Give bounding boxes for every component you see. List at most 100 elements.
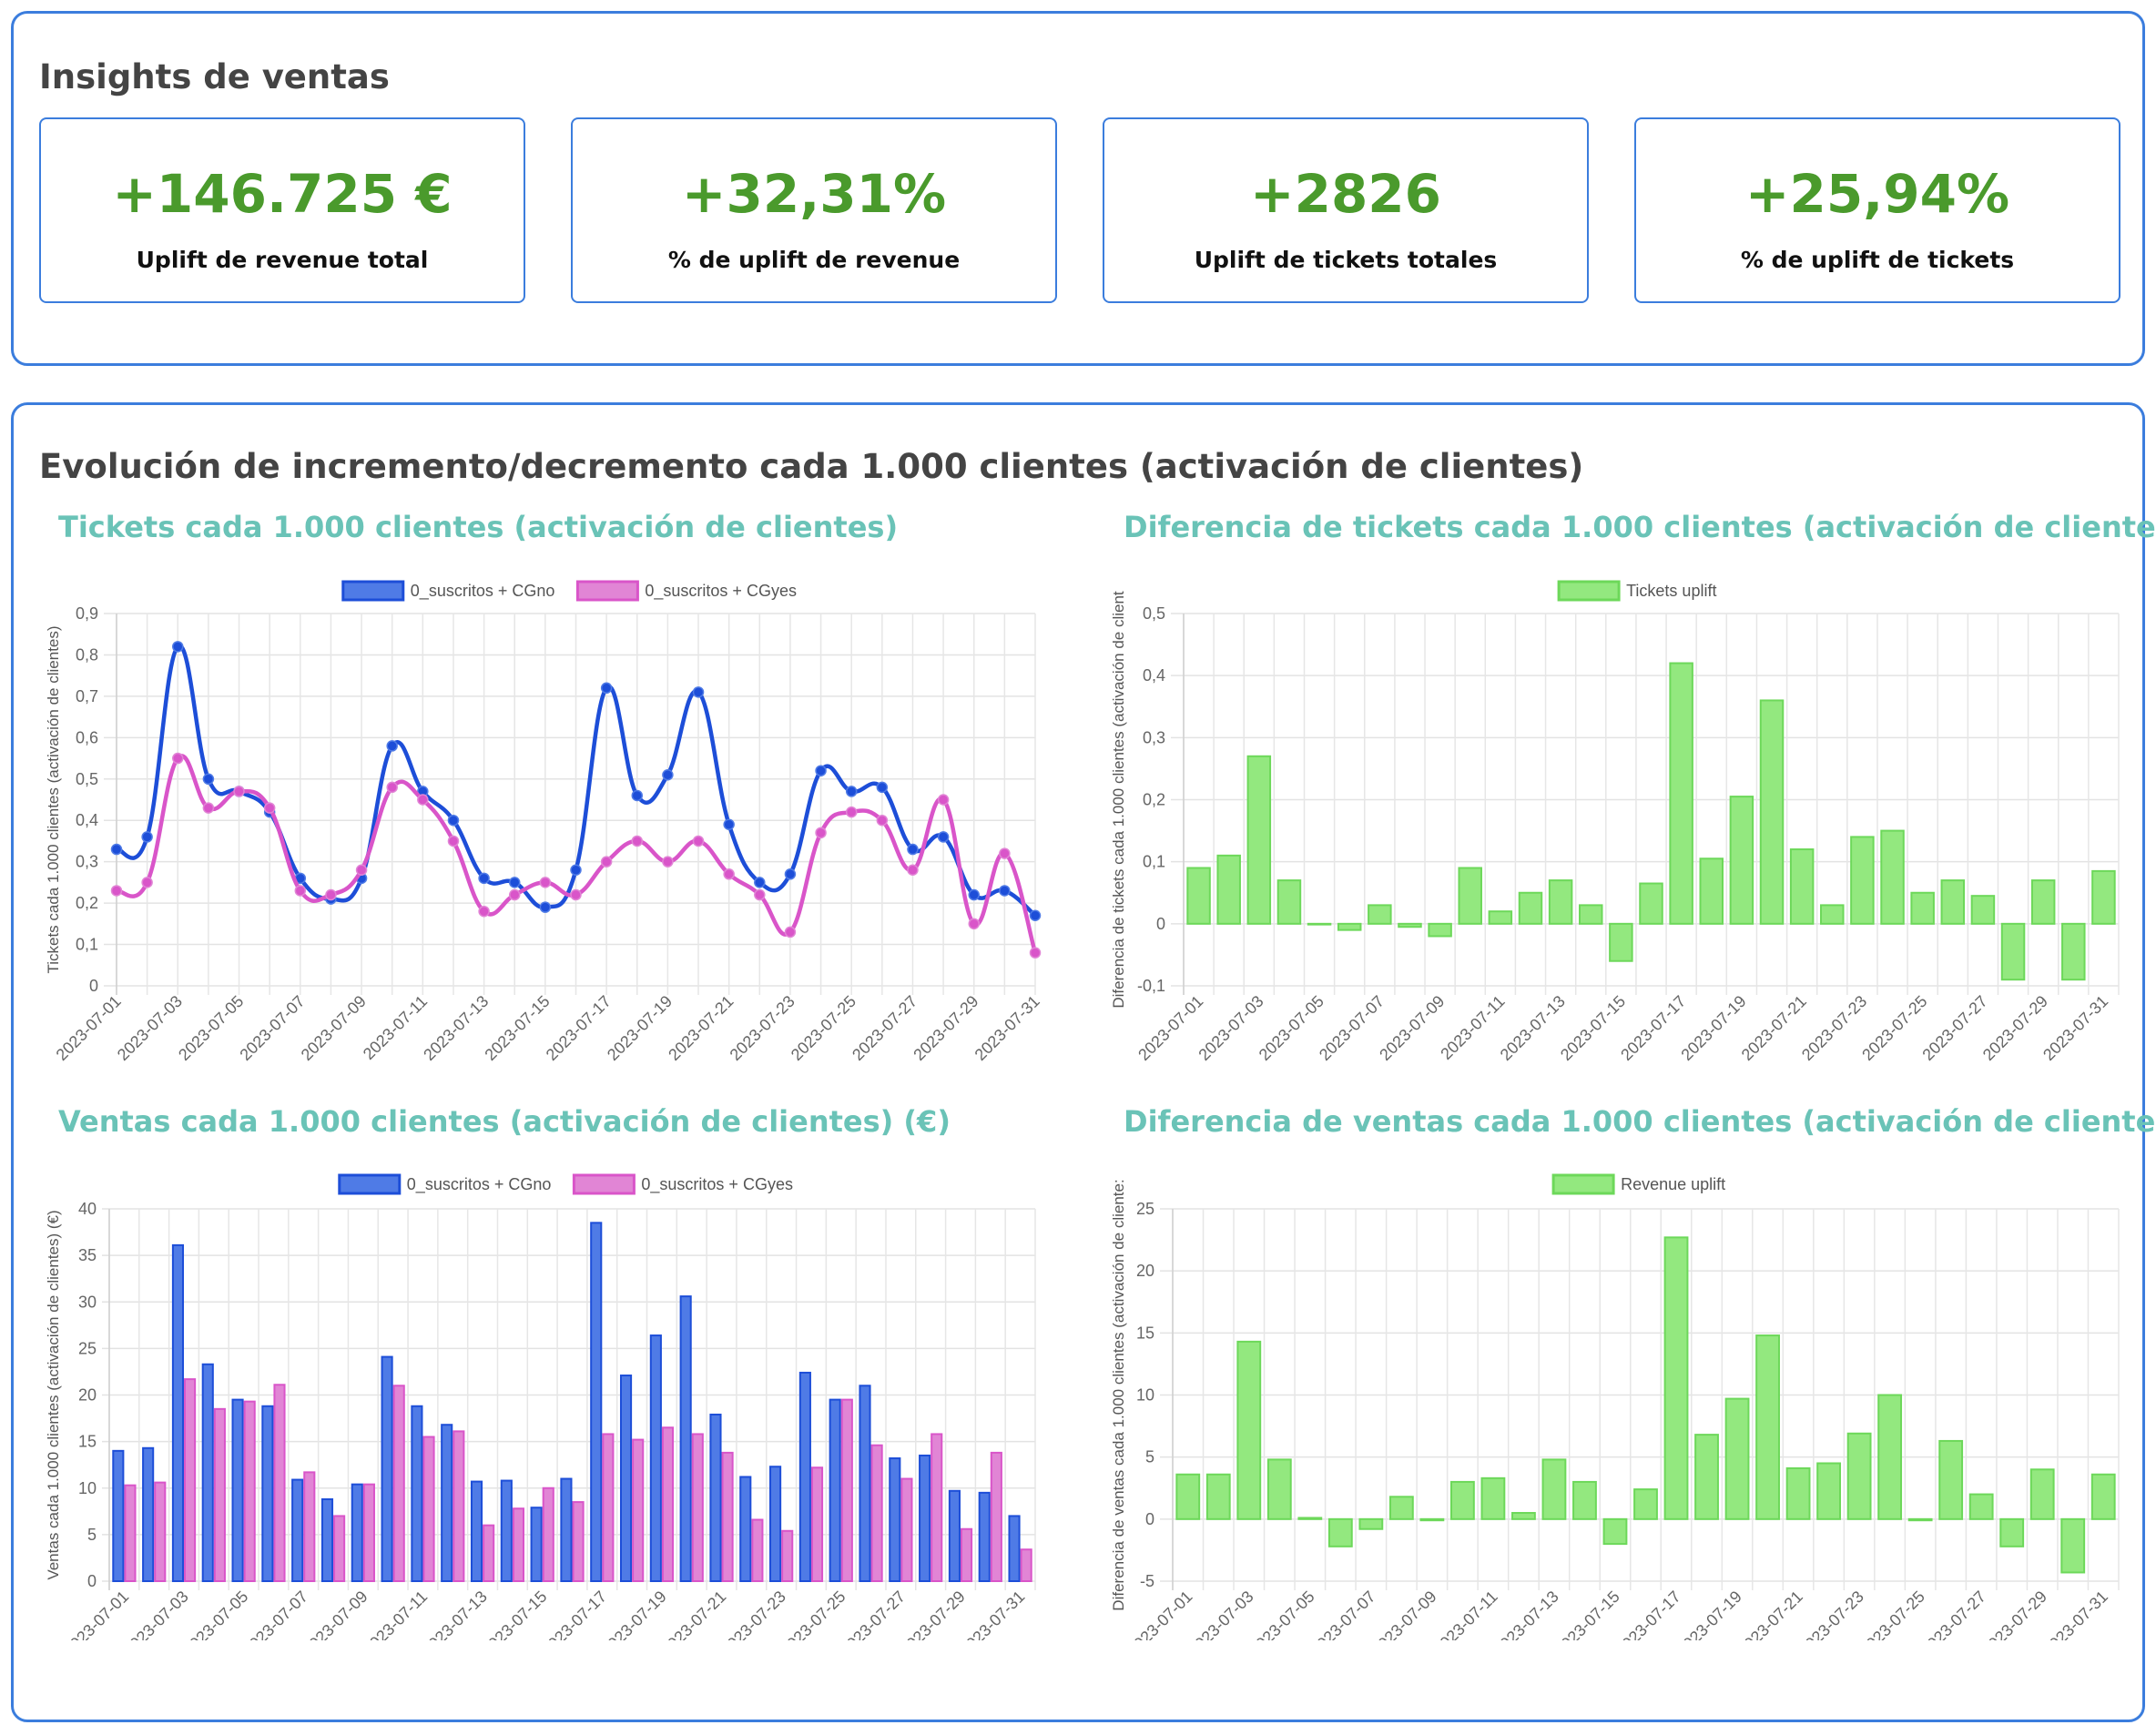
bar [1789,848,1815,925]
y-tick-label: 0,8 [76,645,98,664]
data-point [845,806,858,818]
bar [184,1378,197,1582]
data-point [508,888,521,901]
y-tick-label: 0 [1156,915,1165,933]
y-tick-label: 30 [78,1293,97,1311]
data-point [662,856,674,868]
bar [291,1478,304,1582]
kpi-label: % de uplift de revenue [667,247,961,273]
evolution-title: Evolución de incremento/decremento cada … [39,447,1584,486]
x-tick-label: 2023-07-19 [604,992,676,1064]
legend-label: Tickets uplift [1626,582,1716,600]
x-tick-label: 2023-07-23 [727,992,798,1064]
legend-label: 0_suscritos + CGyes [645,582,797,601]
x-tick-label: 2023-07-13 [419,1588,491,1640]
kpi-value: +25,94% [1744,163,2010,225]
x-tick-label: 2023-07-03 [114,992,186,1064]
x-tick-label: 2023-07-21 [1734,1588,1806,1640]
bar [2060,1517,2086,1574]
bar [142,1446,155,1582]
bar [1458,867,1482,925]
data-point [999,847,1011,859]
bar [560,1477,573,1582]
bar [1968,1493,1994,1520]
x-tick-label: 2023-07-25 [1856,1588,1928,1640]
x-tick-label: 2023-07-23 [717,1588,789,1640]
x-tick-label: 2023-07-27 [849,992,920,1064]
bar [470,1480,483,1582]
bar [320,1498,334,1582]
bar [1388,1496,1414,1520]
bar [990,1451,1002,1582]
data-point [570,864,582,877]
x-tick-label: 2023-07-01 [60,1588,132,1640]
legend-swatch [1557,580,1621,602]
bar [1186,867,1211,925]
kpi-value: +146.725 € [112,163,453,225]
bar [530,1507,543,1582]
data-point [692,686,705,698]
bar [1266,1458,1292,1520]
bar [1938,1439,1964,1520]
x-tick-label: 2023-07-17 [543,992,615,1064]
y-tick-label: 0,1 [1143,853,1165,871]
bar [619,1375,633,1582]
data-point [386,740,398,752]
x-tick-label: 2023-07-29 [1978,1588,2050,1640]
data-point [233,786,245,797]
y-tick-label: 25 [1136,1200,1154,1218]
x-tick-label: 2023-07-19 [1673,1588,1745,1640]
x-tick-label: 2023-07-09 [298,992,370,1064]
chart-title-tickets: Tickets cada 1.000 clientes (activación … [58,510,899,544]
bar [381,1355,393,1582]
x-tick-label: 2023-07-29 [897,1588,969,1640]
x-tick-label: 2023-07-05 [175,992,247,1064]
bar [798,1371,811,1582]
bar [739,1476,752,1583]
bar [870,1444,883,1582]
y-tick-label: 20 [78,1386,97,1405]
data-point [662,768,674,781]
bar [1850,836,1875,925]
bar [1759,699,1785,925]
y-tick-label: 40 [78,1200,97,1218]
x-tick-label: 2023-07-03 [1185,1588,1256,1640]
y-tick-label: 10 [1136,1386,1154,1405]
bar [931,1433,943,1582]
bar [709,1413,722,1582]
y-tick-label: -0,1 [1137,977,1165,995]
x-tick-label: 2023-07-13 [420,992,492,1064]
data-point [784,868,797,880]
x-tick-label: 2023-07-19 [597,1588,669,1640]
x-tick-label: 2023-07-31 [956,1588,1028,1640]
data-point [999,885,1011,897]
bar [889,1457,901,1582]
bar [1877,1394,1903,1520]
y-tick-label: 0 [89,977,98,995]
data-point [447,814,460,827]
tickets-line-chart: 00,10,20,30,40,50,60,70,80,92023-07-0120… [45,580,1043,1064]
bar [751,1518,764,1583]
data-point [876,781,889,794]
y-tick-label: -5 [1140,1572,1154,1590]
bar [1785,1466,1811,1520]
bar [1175,1473,1201,1520]
bar [1694,1434,1719,1520]
data-point [355,864,368,877]
bar [1480,1476,1506,1520]
bar [441,1424,453,1582]
bar [1236,1340,1262,1520]
series-line [116,644,1037,918]
y-tick-label: 0,6 [76,728,98,746]
legend-label: 0_suscritos + CGyes [641,1175,793,1194]
bar [1419,1517,1445,1522]
data-point [784,926,797,939]
bar [810,1466,824,1583]
bar [500,1479,513,1583]
y-tick-label: 0,4 [76,811,98,829]
data-point [539,901,552,913]
x-tick-label: 2023-07-07 [236,992,308,1064]
bar [691,1433,704,1582]
bar [1755,1334,1780,1520]
bar [1246,755,1272,925]
